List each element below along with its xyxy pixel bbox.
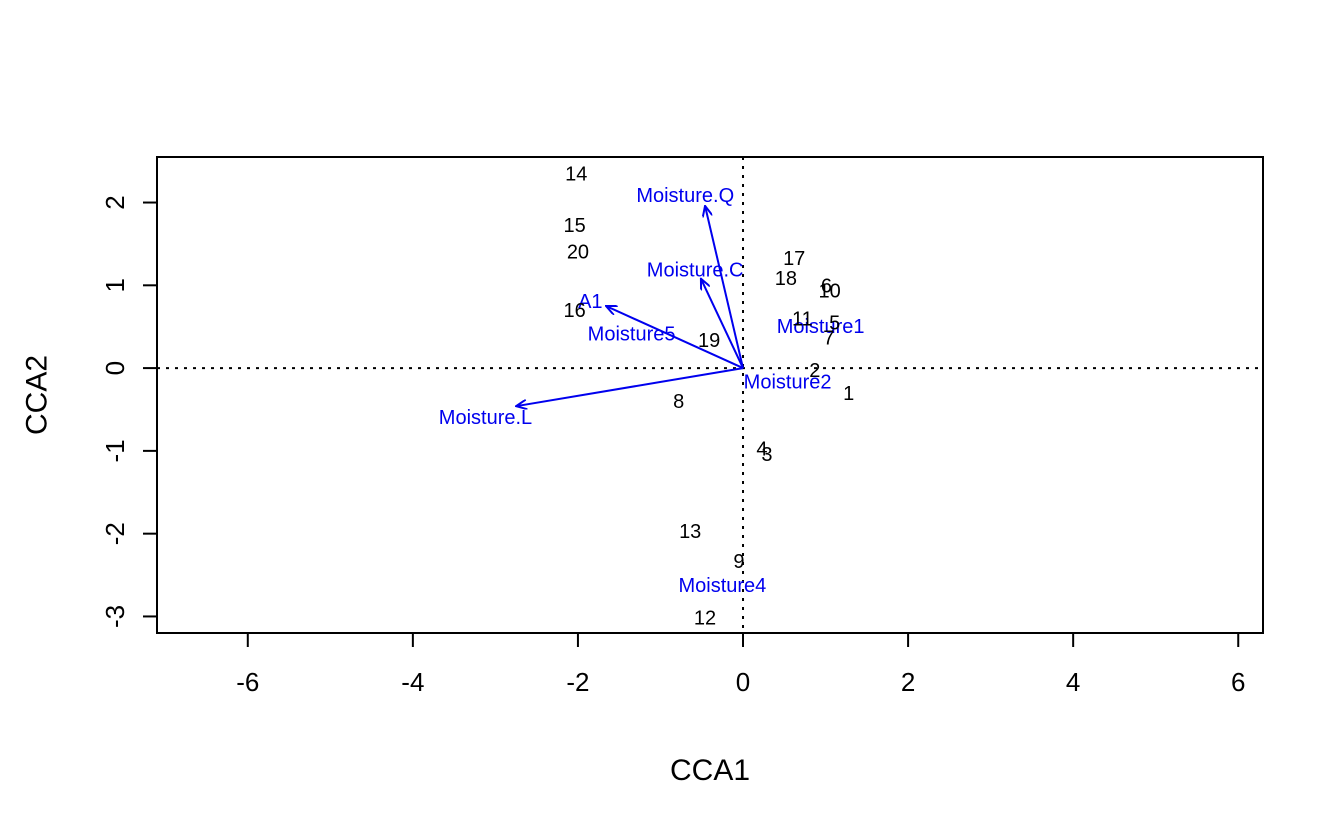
biplot-label: Moisture.C xyxy=(647,260,744,282)
biplot-label: Moisture4 xyxy=(678,575,766,597)
site-point-label: 9 xyxy=(733,551,744,573)
biplot-label: Moisture.Q xyxy=(636,185,734,207)
biplot-labels: Moisture.Q Moisture.C A1 Moisture5 Moisture.… xyxy=(439,185,865,597)
x-tick-label: -2 xyxy=(566,667,589,697)
x-tick-label: 6 xyxy=(1231,667,1245,697)
site-point-label: 8 xyxy=(673,391,684,413)
site-point-label: 17 xyxy=(783,248,805,270)
site-point-label: 18 xyxy=(775,268,797,290)
y-tick-label: -1 xyxy=(100,439,130,462)
site-point-label: 19 xyxy=(698,330,720,352)
biplot-arrow xyxy=(701,279,744,369)
y-tick-label: -3 xyxy=(100,605,130,628)
x-tick-label: 4 xyxy=(1066,667,1080,697)
x-axis: -6 -4 -2 0 2 4 6 xyxy=(236,633,1245,697)
reference-lines xyxy=(157,157,1263,633)
x-tick-label: 2 xyxy=(901,667,915,697)
x-axis-title: CCA1 xyxy=(670,754,750,787)
site-point-label: 2 xyxy=(809,360,820,382)
y-axis-title: CCA2 xyxy=(21,355,54,435)
biplot-label: A1 xyxy=(578,291,602,313)
site-point-label: 13 xyxy=(679,521,701,543)
site-point-label: 3 xyxy=(761,444,772,466)
biplot-label: Moisture.L xyxy=(439,407,532,429)
plot-frame xyxy=(156,156,1264,634)
site-point-label: 20 xyxy=(567,241,589,263)
x-tick-label: -4 xyxy=(401,667,424,697)
site-point-label: 14 xyxy=(565,164,587,186)
y-tick-label: 2 xyxy=(100,195,130,209)
biplot-label: Moisture5 xyxy=(588,323,676,345)
site-point-label: 6 xyxy=(821,275,832,297)
biplot-arrow xyxy=(606,306,744,370)
x-tick-label: -6 xyxy=(236,667,259,697)
site-point-label: 7 xyxy=(823,327,834,349)
x-tick-label: 0 xyxy=(736,667,750,697)
site-point-label: 15 xyxy=(564,215,586,237)
y-tick-label: -2 xyxy=(100,522,130,545)
biplot-arrows xyxy=(516,206,744,406)
y-axis: -3 -2 -1 0 1 2 xyxy=(100,195,157,628)
site-point-label: 11 xyxy=(792,308,813,330)
biplot-arrow xyxy=(516,367,744,406)
y-tick-label: 0 xyxy=(100,361,130,375)
site-point-label: 12 xyxy=(694,607,716,629)
site-point-label: 16 xyxy=(564,300,586,322)
biplot-arrow xyxy=(705,206,744,369)
biplot-label: Moisture2 xyxy=(744,371,832,393)
site-point-label: 1 xyxy=(843,383,854,405)
site-point-label: 5 xyxy=(829,313,840,335)
site-point-label: 4 xyxy=(756,438,767,460)
biplot-label: Moisture1 xyxy=(777,316,865,338)
site-point-label: 10 xyxy=(819,280,841,302)
y-tick-label: 1 xyxy=(100,278,130,292)
